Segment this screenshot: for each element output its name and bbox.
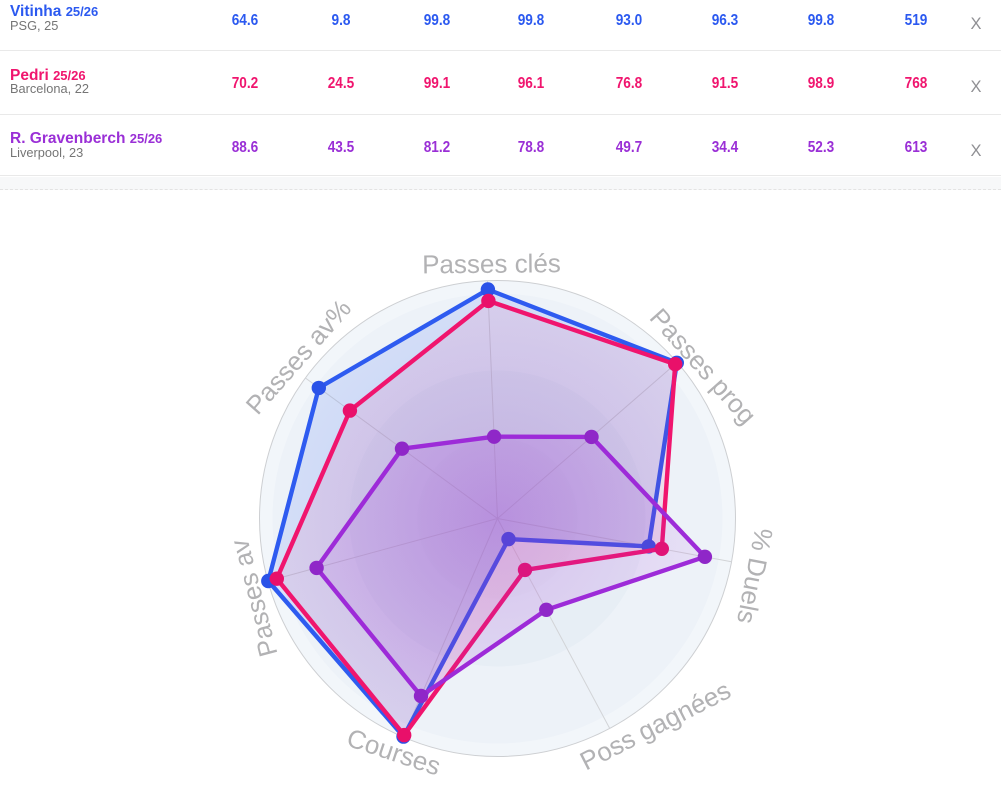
svg-text:% Duels: % Duels — [731, 526, 779, 627]
svg-text:Passes clés: Passes clés — [422, 248, 561, 279]
